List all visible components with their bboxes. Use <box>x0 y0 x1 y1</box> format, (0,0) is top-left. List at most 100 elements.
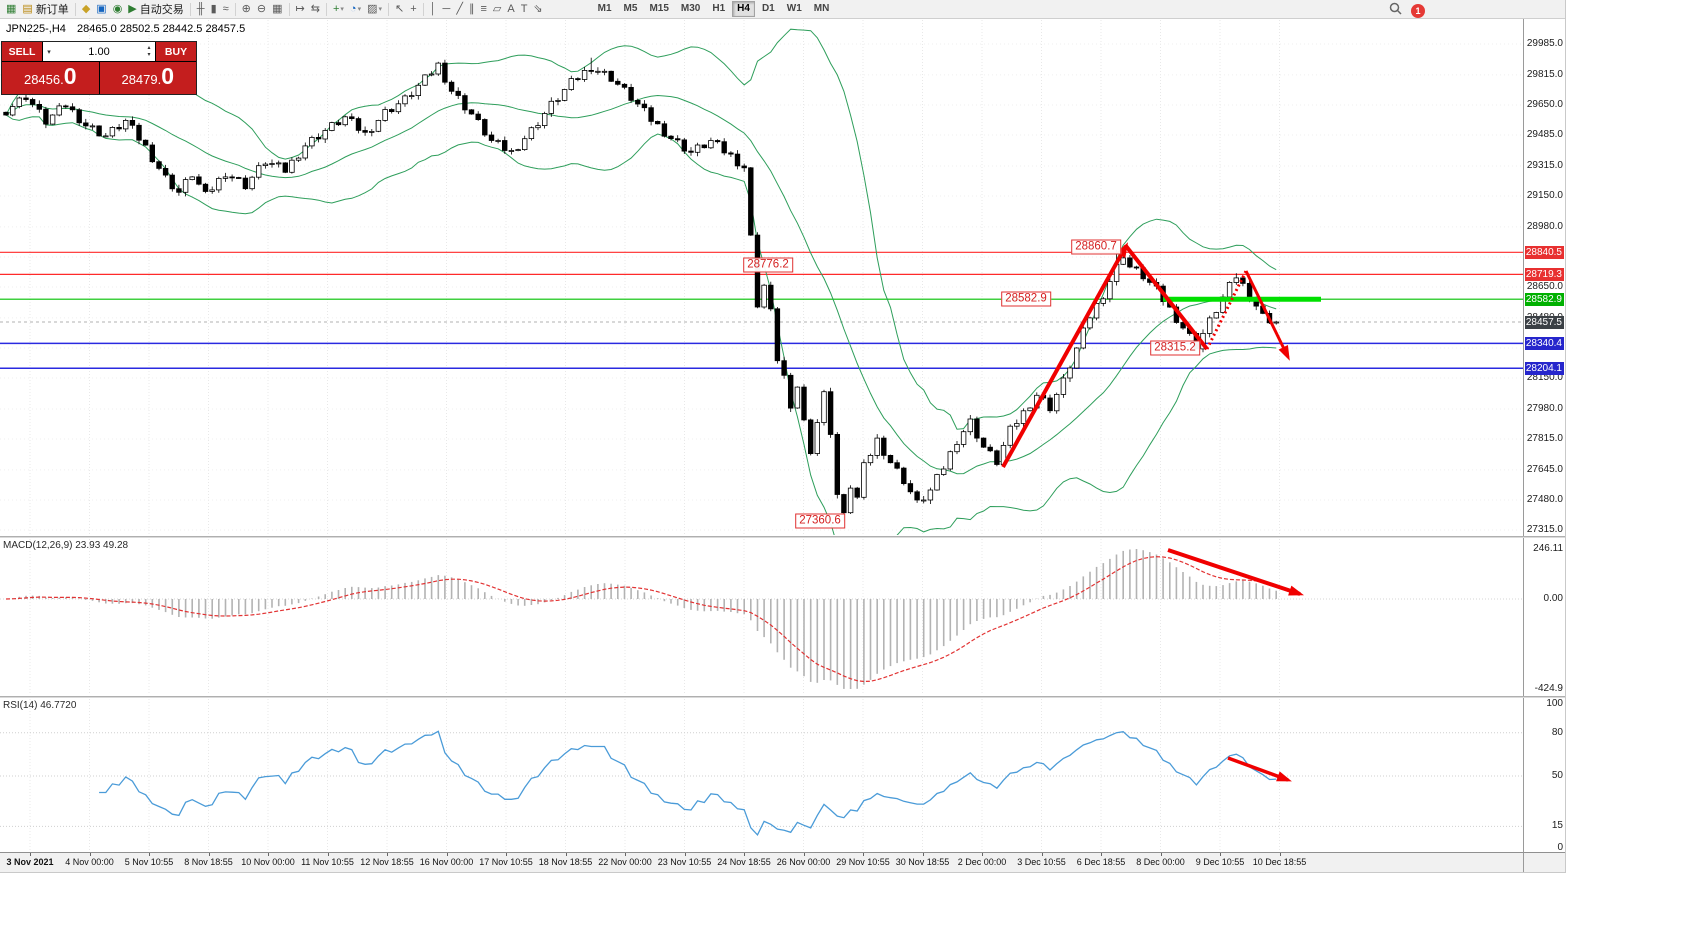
macd-arrow[interactable] <box>1167 548 1301 596</box>
sell-price-button[interactable]: 28456. 0 <box>2 62 99 94</box>
new-chart-button[interactable]: ▦ <box>3 1 19 18</box>
indicators-button-dropdown-icon[interactable]: ▾ <box>340 6 344 13</box>
periods-button-dropdown-icon[interactable]: ▾ <box>357 6 362 13</box>
zoom-out-button[interactable]: ⊖ <box>254 1 269 18</box>
time-label: 3 Nov 2021 <box>6 857 54 867</box>
volume-stepper[interactable]: ▴ ▾ <box>143 45 155 58</box>
volume-dropdown-icon[interactable]: ▾ <box>47 48 51 56</box>
tile-windows-button[interactable]: ▦ <box>269 1 285 18</box>
price-tick: 27645.0 <box>1526 463 1563 475</box>
time-label: 11 Nov 10:55 <box>301 857 354 867</box>
fibonacci-button[interactable]: ≡ <box>477 1 489 18</box>
price-axis[interactable]: 29985.0 29815.0 29650.0 29485.0 29315.0 29150… <box>1523 0 1565 872</box>
auto-scroll-button-icon: ↦ <box>295 2 305 15</box>
price-tick: 27980.0 <box>1526 402 1563 414</box>
templates-button[interactable]: ▨ ▾ <box>364 1 385 18</box>
refresh-button-icon: ◉ <box>112 2 123 15</box>
macd-arrow-head <box>1288 585 1304 596</box>
price-tick: 29485.0 <box>1526 129 1563 140</box>
toolbar-separator <box>234 2 236 16</box>
toolbar-separator <box>189 2 191 16</box>
trendline-button[interactable]: ╱ <box>453 1 466 18</box>
toolbar-separator <box>288 2 290 16</box>
macd-header: MACD(12,26,9) 23.93 49.28 <box>3 540 129 551</box>
volume-field[interactable]: ▾ 1.00 ▴ ▾ <box>43 42 155 61</box>
shapes-button[interactable]: ▱ <box>490 1 504 18</box>
panel-splitter-rsi[interactable] <box>0 696 1565 698</box>
zoom-in-button-icon: ⊕ <box>241 2 251 15</box>
new-order-button[interactable]: ▤ 新订单 <box>19 1 71 18</box>
price-marker: 28582.9 <box>1525 292 1564 306</box>
timeframe-m30-button[interactable]: M30 <box>680 3 701 14</box>
notification-badge[interactable]: 1 <box>1411 4 1425 18</box>
time-tick <box>1279 853 1281 856</box>
candlestick-chart-button[interactable]: ▮ <box>208 1 220 18</box>
channel-button-icon: ∥ <box>468 2 475 15</box>
trend-arrow-4[interactable] <box>1244 270 1290 358</box>
line-chart-button[interactable]: ≈ <box>220 1 232 18</box>
timeframe-m15-button[interactable]: M15 <box>649 3 669 14</box>
bar-chart-button[interactable]: ╫ <box>194 1 208 18</box>
toolbar-right: 1 <box>1389 2 1425 20</box>
periods-button[interactable]: ◔ ▾ <box>347 1 364 18</box>
new-order-button-icon: ▤ <box>22 2 33 15</box>
bollinger-bands <box>5 28 1277 535</box>
refresh-button[interactable]: ◉ <box>110 1 126 18</box>
time-label: 8 Dec 00:00 <box>1136 857 1185 867</box>
tile-windows-button-icon: ▦ <box>272 2 283 15</box>
time-label: 4 Nov 00:00 <box>65 857 114 867</box>
time-tick <box>506 853 507 856</box>
chart-canvas[interactable] <box>0 0 1523 872</box>
price-marker: 28840.5 <box>1525 245 1564 259</box>
panel-splitter-macd[interactable] <box>0 536 1565 538</box>
timeframe-w1-button[interactable]: W1 <box>786 3 802 14</box>
sell-button[interactable]: SELL <box>2 42 42 61</box>
auto-trading-button-icon: ▶ <box>128 2 137 15</box>
templates-button-dropdown-icon[interactable]: ▾ <box>378 6 382 13</box>
time-label: 18 Nov 18:55 <box>538 857 593 867</box>
arrows-button[interactable]: ⇘ <box>530 1 545 18</box>
timeframe-d1-button[interactable]: D1 <box>761 3 775 14</box>
channel-button[interactable]: ∥ <box>466 1 478 18</box>
buy-price-button[interactable]: 28479. 0 <box>99 62 196 94</box>
label-button[interactable]: T <box>518 1 531 18</box>
macd-scale-tick: 246.11 <box>1533 543 1563 554</box>
market-button[interactable]: ▣ <box>93 1 109 18</box>
trend-arrow-2[interactable] <box>1124 244 1209 351</box>
chart-shift-button[interactable]: ⇆ <box>308 1 323 18</box>
timeframe-mn-button[interactable]: MN <box>813 3 830 14</box>
timeframe-m5-button[interactable]: M5 <box>623 3 638 14</box>
auto-scroll-button[interactable]: ↦ <box>293 1 308 18</box>
vertical-line-button[interactable]: │ <box>427 1 440 18</box>
volume-up-icon[interactable]: ▴ <box>147 44 151 51</box>
cros​shair-button[interactable]: + <box>407 1 419 18</box>
time-tick <box>387 853 388 856</box>
indicators-button[interactable]: + ▾ <box>330 1 347 18</box>
buy-button[interactable]: BUY <box>156 42 196 61</box>
time-label: 6 Dec 18:55 <box>1076 857 1126 867</box>
trend-arrow-3[interactable] <box>1205 270 1248 350</box>
time-tick <box>89 853 91 856</box>
text-button[interactable]: A <box>504 1 517 18</box>
timeframe-h4-button[interactable]: H4 <box>732 1 755 17</box>
horizontal-line-button[interactable]: ─ <box>440 1 454 18</box>
cursor-button[interactable]: ↖ <box>392 1 407 18</box>
zoom-in-button[interactable]: ⊕ <box>239 1 254 18</box>
timeframe-h1-button[interactable]: H1 <box>712 3 726 14</box>
search-icon[interactable] <box>1389 2 1402 20</box>
metatrader-window: ▦ ▤ 新订单 ◆ ▣ ◉ ▶ 自动交易 ╫ ▮ ≈ ⊕ ⊖ ▦ ↦ ⇆ + ▾ ◔ ▾ ▨ ▾ ↖ + │ ─ ╱ ∥ ≡ ▱ A T ⇘ M… <box>0 0 1566 873</box>
trend-arrow-1[interactable] <box>1001 245 1128 468</box>
price-tick: 29815.0 <box>1526 68 1563 80</box>
timeframe-toolbar: M1 M5 M15 M30 H1 H4 D1 W1 MN <box>592 1 836 17</box>
shapes-button-icon: ▱ <box>492 2 502 15</box>
time-tick <box>684 853 686 856</box>
volume-value[interactable]: 1.00 <box>88 45 110 58</box>
auto-trading-button[interactable]: ▶ 自动交易 <box>125 1 186 18</box>
metaeditor-button-icon: ◆ <box>81 2 91 15</box>
time-axis[interactable]: 3 Nov 2021 4 Nov 00:00 5 Nov 10:55 8 Nov 18… <box>0 852 1523 872</box>
volume-down-icon[interactable]: ▾ <box>147 51 151 58</box>
line-chart-button-icon: ≈ <box>222 2 229 15</box>
timeframe-m1-button[interactable]: M1 <box>597 3 612 14</box>
rsi-arrow-head <box>1276 771 1292 782</box>
metaeditor-button[interactable]: ◆ <box>79 1 93 18</box>
